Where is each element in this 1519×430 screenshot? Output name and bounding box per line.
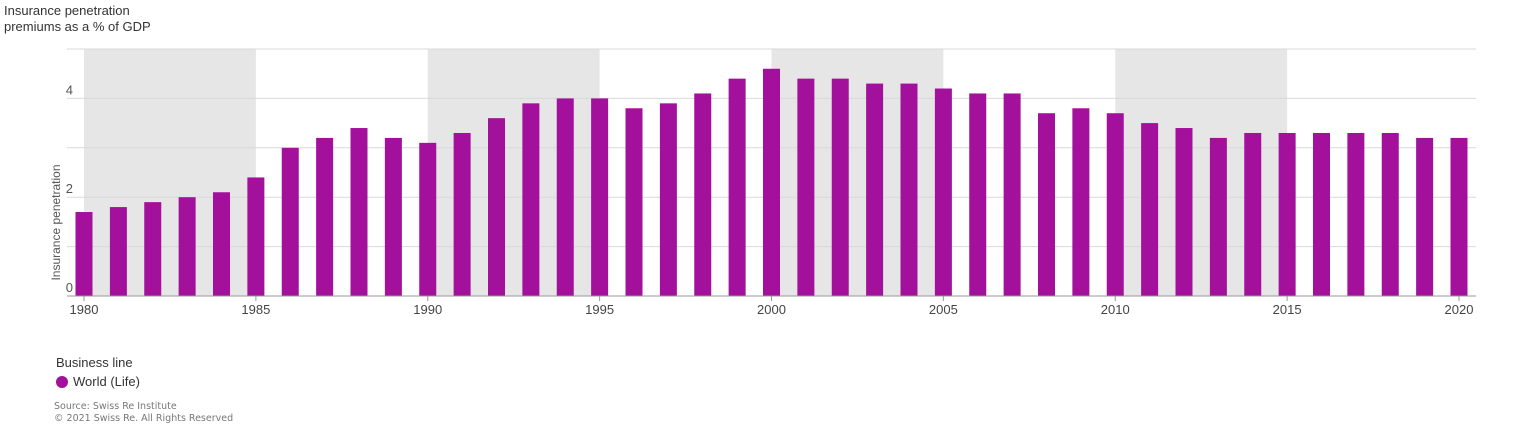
bar-1980[interactable] [75, 212, 93, 296]
y-tick-label-0: 0 [66, 280, 73, 295]
x-tick-label-1990: 1990 [413, 302, 442, 317]
chart-title-line-2: premiums as a % of GDP [4, 19, 151, 34]
x-tick-label-1985: 1985 [241, 302, 270, 317]
bar-1981[interactable] [109, 207, 127, 296]
shaded-period-2 [771, 49, 944, 296]
bar-1989[interactable] [384, 137, 402, 296]
bar-2003[interactable] [866, 83, 884, 296]
bar-2015[interactable] [1278, 132, 1296, 296]
bar-2008[interactable] [1038, 113, 1055, 296]
bar-1987[interactable] [316, 137, 334, 296]
bar-1991[interactable] [453, 132, 471, 296]
legend-item-label: World (Life) [73, 374, 140, 389]
bar-2000[interactable] [763, 68, 780, 296]
bar-2014[interactable] [1244, 132, 1262, 296]
y-axis-label: Insurance penetration [49, 164, 63, 280]
bar-1992[interactable] [488, 118, 505, 296]
bar-2005[interactable] [934, 88, 952, 297]
y-tick-label-2: 2 [66, 181, 73, 196]
bar-1986[interactable] [281, 147, 299, 296]
bar-2017[interactable] [1347, 132, 1365, 296]
bar-1998[interactable] [694, 93, 712, 297]
bar-chart: 1980 1985 1990 1995 2000 2005 2010 2015 2020 0 2 4 I… [49, 48, 1476, 317]
x-tick-label-2015: 2015 [1273, 302, 1302, 317]
x-tick-label-2020: 2020 [1445, 302, 1474, 317]
legend-title: Business line [56, 355, 133, 370]
bar-1997[interactable] [659, 103, 677, 296]
bar-2001[interactable] [797, 78, 815, 296]
x-tick-label-1995: 1995 [585, 302, 614, 317]
bar-1993[interactable] [522, 103, 540, 296]
bar-1996[interactable] [625, 108, 643, 296]
legend-swatch [56, 375, 68, 388]
shaded-period-0 [84, 49, 256, 296]
bar-1984[interactable] [213, 192, 230, 296]
bar-2012[interactable] [1175, 128, 1193, 296]
bar-1985[interactable] [247, 177, 265, 296]
bar-2019[interactable] [1416, 137, 1434, 296]
bar-1990[interactable] [419, 142, 437, 296]
bar-2016[interactable] [1313, 132, 1330, 296]
bar-2018[interactable] [1381, 132, 1399, 296]
chart-title-line-1: Insurance penetration [4, 3, 130, 18]
shaded-period-3 [1115, 49, 1288, 296]
legend-item-world-life[interactable]: World (Life) [56, 374, 140, 389]
x-tick-label-2000: 2000 [757, 302, 786, 317]
chart-title: Insurance penetration premiums as a % of… [4, 3, 151, 35]
source-line: Source: Swiss Re Institute [54, 401, 177, 412]
bar-2010[interactable] [1106, 113, 1124, 296]
shaded-period-1 [427, 49, 600, 296]
bar-2007[interactable] [1003, 93, 1021, 297]
bar-2002[interactable] [831, 78, 849, 296]
bar-1982[interactable] [144, 202, 162, 296]
bar-2004[interactable] [900, 83, 918, 296]
bar-1983[interactable] [178, 197, 196, 296]
x-tick-label-2005: 2005 [929, 302, 958, 317]
bar-1999[interactable] [728, 78, 746, 296]
source-note: Source: Swiss Re Institute © 2021 Swiss … [54, 401, 233, 425]
bar-2020[interactable] [1450, 137, 1468, 296]
bar-2011[interactable] [1141, 123, 1159, 296]
bar-1994[interactable] [556, 98, 574, 297]
bar-2006[interactable] [969, 93, 987, 297]
x-tick-label-2010: 2010 [1101, 302, 1130, 317]
copyright-line: © 2021 Swiss Re. All Rights Reserved [54, 413, 234, 424]
x-tick-label-1980: 1980 [70, 302, 99, 317]
bar-1995[interactable] [591, 98, 609, 297]
y-tick-label-4: 4 [66, 82, 73, 97]
bar-1988[interactable] [350, 128, 368, 296]
bar-2009[interactable] [1072, 108, 1090, 296]
bar-2013[interactable] [1209, 137, 1227, 296]
